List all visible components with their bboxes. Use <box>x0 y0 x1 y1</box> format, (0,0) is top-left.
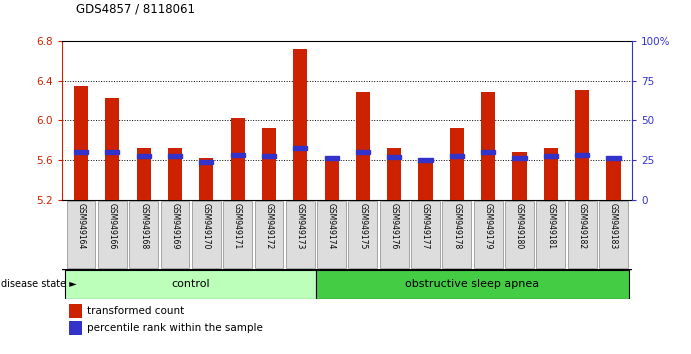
Text: GSM949172: GSM949172 <box>265 203 274 249</box>
Bar <box>481 92 495 200</box>
Text: GSM949178: GSM949178 <box>453 203 462 249</box>
Bar <box>513 152 527 200</box>
Bar <box>607 156 621 160</box>
Text: control: control <box>171 279 210 289</box>
FancyBboxPatch shape <box>348 201 377 268</box>
Text: GSM949180: GSM949180 <box>515 203 524 249</box>
Bar <box>356 150 370 154</box>
Bar <box>105 150 120 154</box>
Bar <box>325 157 339 200</box>
FancyBboxPatch shape <box>98 201 126 268</box>
Bar <box>356 92 370 200</box>
Bar <box>450 128 464 200</box>
Text: GSM949176: GSM949176 <box>390 203 399 249</box>
Bar <box>513 156 527 160</box>
Bar <box>481 150 495 154</box>
Text: GSM949170: GSM949170 <box>202 203 211 249</box>
FancyBboxPatch shape <box>442 201 471 268</box>
Bar <box>199 158 214 200</box>
Bar <box>419 162 433 200</box>
Bar <box>293 147 307 150</box>
Bar <box>450 154 464 158</box>
Text: GSM949181: GSM949181 <box>547 203 556 249</box>
FancyBboxPatch shape <box>223 201 252 268</box>
Bar <box>105 98 120 200</box>
Text: percentile rank within the sample: percentile rank within the sample <box>87 323 263 333</box>
Text: GSM949166: GSM949166 <box>108 203 117 249</box>
Bar <box>262 154 276 158</box>
FancyBboxPatch shape <box>474 201 502 268</box>
Text: GSM949175: GSM949175 <box>359 203 368 249</box>
Bar <box>137 148 151 200</box>
Bar <box>168 154 182 158</box>
Bar <box>316 270 629 299</box>
FancyBboxPatch shape <box>411 201 440 268</box>
Bar <box>168 148 182 200</box>
Bar <box>544 154 558 158</box>
Text: transformed count: transformed count <box>87 306 184 316</box>
Text: GSM949173: GSM949173 <box>296 203 305 249</box>
Bar <box>199 160 214 164</box>
FancyBboxPatch shape <box>536 201 565 268</box>
FancyBboxPatch shape <box>192 201 220 268</box>
FancyBboxPatch shape <box>286 201 314 268</box>
Text: GSM949182: GSM949182 <box>578 203 587 249</box>
Text: obstructive sleep apnea: obstructive sleep apnea <box>406 279 540 289</box>
FancyBboxPatch shape <box>380 201 408 268</box>
Bar <box>66 270 316 299</box>
Text: GSM949179: GSM949179 <box>484 203 493 249</box>
Text: GSM949177: GSM949177 <box>421 203 430 249</box>
Text: GSM949183: GSM949183 <box>609 203 618 249</box>
Bar <box>419 159 433 162</box>
Bar <box>293 48 307 200</box>
FancyBboxPatch shape <box>66 201 95 268</box>
Bar <box>74 86 88 200</box>
Text: GSM949164: GSM949164 <box>77 203 86 249</box>
FancyBboxPatch shape <box>317 201 346 268</box>
Bar <box>387 155 401 159</box>
Bar <box>575 153 589 157</box>
FancyBboxPatch shape <box>505 201 534 268</box>
FancyBboxPatch shape <box>568 201 596 268</box>
Bar <box>74 150 88 154</box>
Text: GSM949171: GSM949171 <box>233 203 242 249</box>
Bar <box>607 158 621 200</box>
Bar <box>544 148 558 200</box>
Bar <box>575 91 589 200</box>
Bar <box>262 128 276 200</box>
FancyBboxPatch shape <box>160 201 189 268</box>
Text: GDS4857 / 8118061: GDS4857 / 8118061 <box>76 3 195 16</box>
Text: disease state ►: disease state ► <box>1 279 77 289</box>
Text: GSM949168: GSM949168 <box>139 203 148 249</box>
FancyBboxPatch shape <box>129 201 158 268</box>
Text: GSM949174: GSM949174 <box>327 203 336 249</box>
Bar <box>325 156 339 160</box>
Bar <box>231 153 245 157</box>
Bar <box>137 154 151 158</box>
FancyBboxPatch shape <box>254 201 283 268</box>
Bar <box>231 118 245 200</box>
FancyBboxPatch shape <box>599 201 628 268</box>
Text: GSM949169: GSM949169 <box>171 203 180 249</box>
Bar <box>387 148 401 200</box>
